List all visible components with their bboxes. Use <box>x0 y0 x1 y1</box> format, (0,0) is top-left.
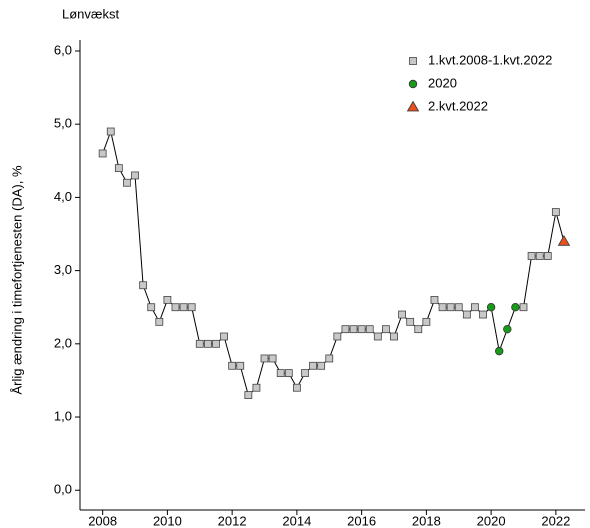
data-point <box>147 303 156 312</box>
data-point <box>212 339 220 348</box>
data-point <box>317 361 326 370</box>
y-tick-label: 3,0 <box>54 262 72 277</box>
legend-marker <box>409 57 417 65</box>
data-point <box>301 369 309 377</box>
y-axis-label: Årlig ændring i timefortjenesten (DA), % <box>9 165 24 394</box>
data-point <box>260 354 269 363</box>
data-point <box>114 164 123 173</box>
connecting-line <box>102 129 565 396</box>
y-tick-label: 5,0 <box>54 116 72 131</box>
x-tick-label: 2020 <box>477 513 506 528</box>
y-tick-label: 1,0 <box>54 408 72 423</box>
data-point <box>430 295 439 304</box>
data-point <box>276 369 285 377</box>
data-point <box>203 339 212 348</box>
data-point <box>462 310 471 319</box>
data-point <box>535 252 544 260</box>
x-tick-label: 2012 <box>218 513 247 528</box>
x-tick-label: 2008 <box>88 513 117 528</box>
data-point <box>195 339 204 348</box>
data-point <box>454 303 463 312</box>
legend-label: 2020 <box>428 75 457 90</box>
legend-marker <box>408 79 418 89</box>
data-point <box>527 252 536 260</box>
data-point <box>373 332 382 341</box>
data-point <box>495 346 504 356</box>
y-tick-label: 0,0 <box>54 482 72 497</box>
data-point <box>349 325 358 334</box>
data-point <box>365 325 374 334</box>
y-tick-label: 2,0 <box>54 335 72 350</box>
data-point <box>292 383 301 392</box>
data-point <box>341 325 350 334</box>
data-point <box>236 361 245 370</box>
data-point <box>357 325 366 334</box>
data-point <box>511 303 520 312</box>
chart-title: Lønvækst <box>62 6 119 21</box>
data-point <box>228 361 237 370</box>
data-point <box>382 325 390 334</box>
data-point <box>543 252 552 260</box>
data-point <box>398 310 406 319</box>
data-point <box>163 295 172 304</box>
data-point <box>438 303 447 312</box>
legend-label: 2.kvt.2022 <box>428 98 488 113</box>
data-point <box>503 324 512 334</box>
data-point <box>446 303 455 312</box>
data-point <box>123 178 131 187</box>
data-point <box>486 303 496 312</box>
legend-marker <box>406 100 420 112</box>
data-point <box>406 317 415 326</box>
data-point <box>220 332 228 341</box>
data-point <box>471 303 479 312</box>
data-point <box>551 208 560 216</box>
data-point <box>171 303 180 312</box>
data-point <box>414 325 423 334</box>
y-tick-label: 6,0 <box>54 42 72 57</box>
data-point <box>325 354 334 363</box>
data-point <box>268 354 277 363</box>
data-point <box>106 127 115 136</box>
x-tick-label: 2016 <box>347 513 376 528</box>
data-point <box>519 303 528 312</box>
data-point <box>390 332 398 341</box>
x-tick-label: 2018 <box>412 513 441 528</box>
data-point <box>155 317 164 326</box>
data-point <box>479 310 487 319</box>
legend-label: 1.kvt.2008-1.kvt.2022 <box>428 52 552 67</box>
data-point <box>187 303 196 312</box>
x-tick-label: 2014 <box>282 513 311 528</box>
data-point <box>139 281 148 290</box>
data-point <box>309 361 317 370</box>
data-point <box>333 332 342 341</box>
data-point <box>557 235 571 246</box>
x-tick-label: 2010 <box>153 513 182 528</box>
data-point <box>252 383 261 392</box>
data-point <box>131 171 139 180</box>
x-tick-label: 2022 <box>541 513 570 528</box>
data-point <box>179 303 188 312</box>
data-point <box>244 391 253 399</box>
data-point <box>422 317 431 326</box>
data-point <box>98 149 107 158</box>
y-tick-label: 4,0 <box>54 189 72 204</box>
data-point <box>284 369 293 377</box>
